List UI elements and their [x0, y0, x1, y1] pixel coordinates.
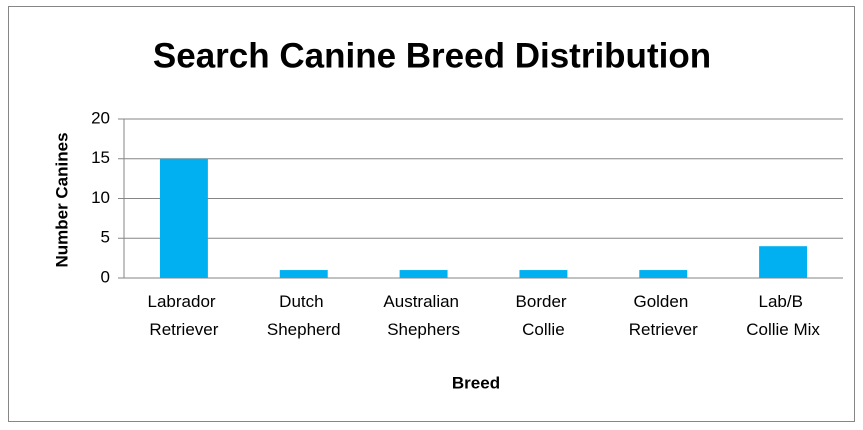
x-tick-label: Border Collie: [516, 292, 572, 339]
x-tick-label: Labrador Retriever: [148, 292, 221, 339]
y-tick-label: 5: [101, 228, 110, 247]
y-tick-label: 0: [101, 267, 110, 286]
x-tick-label: Dutch Shepherd: [267, 292, 341, 339]
bar: [279, 270, 328, 278]
x-tick-label: Lab/B Collie Mix: [746, 292, 820, 339]
bar: [399, 270, 448, 278]
bar: [639, 270, 688, 278]
chart-border: [8, 6, 855, 422]
bar: [159, 158, 208, 278]
y-tick-label: 10: [91, 188, 110, 207]
y-tick-label: 20: [91, 108, 110, 127]
bar: [519, 270, 568, 278]
x-axis-title: Breed: [452, 373, 500, 392]
x-tick-label: Golden Retriever: [629, 292, 698, 339]
y-axis-title: Number Canines: [52, 132, 71, 267]
y-tick-label: 15: [91, 148, 110, 167]
x-tick-label: Australian Shephers: [383, 292, 463, 339]
bar: [759, 246, 808, 278]
chart-title: Search Canine Breed Distribution: [153, 36, 711, 75]
